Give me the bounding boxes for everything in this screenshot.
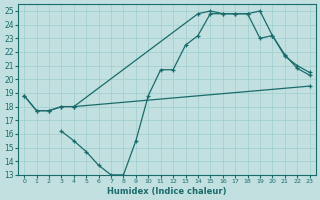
- X-axis label: Humidex (Indice chaleur): Humidex (Indice chaleur): [107, 187, 227, 196]
